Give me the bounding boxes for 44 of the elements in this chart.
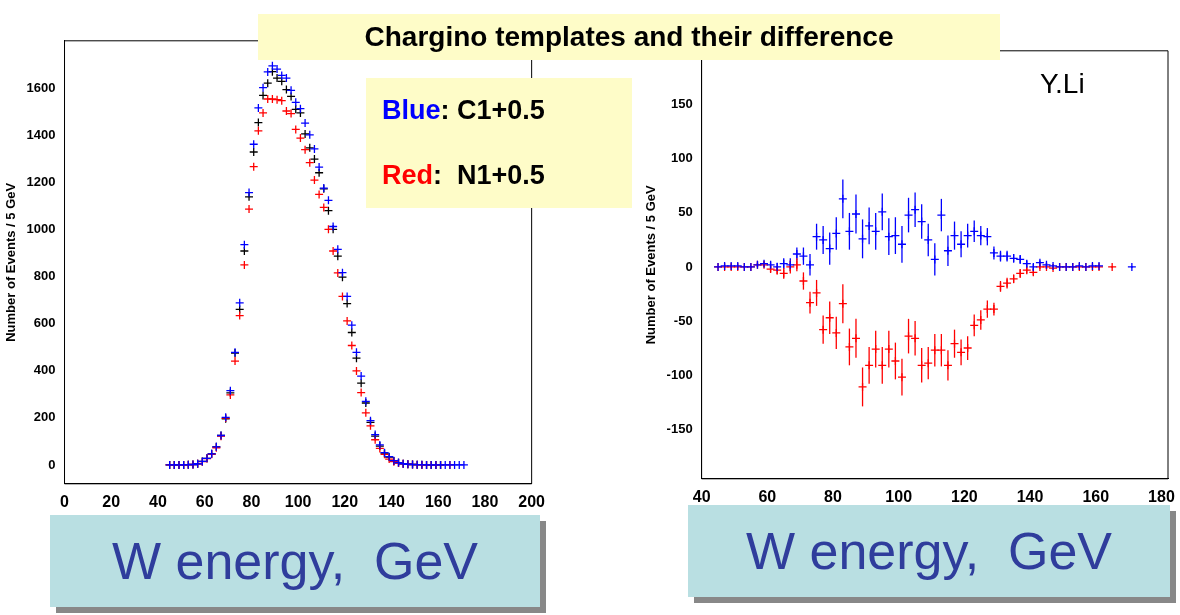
y-tick-label: 400	[33, 362, 56, 378]
y-tick-label: 600	[33, 315, 56, 331]
y-tick-label: -100	[666, 366, 693, 382]
x-tick-label: 80	[824, 487, 842, 505]
x-tick-label: 40	[692, 487, 711, 505]
x-tick-label: 80	[242, 492, 261, 510]
x-tick-label: 180	[1148, 487, 1175, 505]
x-tick-label: 20	[102, 492, 121, 510]
y-tick-label: 1400	[26, 126, 56, 142]
y-tick-label: 0	[48, 456, 56, 472]
x-tick-label: 140	[1016, 487, 1044, 505]
x-tick-label: 40	[149, 492, 167, 510]
y-tick-label: 1600	[26, 79, 56, 95]
x-tick-label: 60	[758, 487, 777, 505]
x-tick-label: 120	[331, 492, 359, 510]
x-tick-label: 140	[378, 492, 405, 510]
y-tick-label: 1200	[26, 173, 56, 189]
x-tick-label: 60	[195, 492, 214, 510]
y-axis-title: Number of Events / 5 GeV	[3, 182, 19, 342]
x-axis-title: W energy, GeV	[688, 505, 1170, 597]
annotation: Y.Li	[1040, 68, 1085, 100]
y-tick-label: 100	[670, 150, 693, 166]
annotation: Red: N1+0.5	[382, 160, 546, 191]
x-tick-label: 180	[471, 492, 499, 510]
x-axis-title: W energy, GeV	[50, 515, 540, 607]
y-tick-label: 150	[670, 96, 693, 112]
x-tick-label: 100	[885, 487, 913, 505]
x-tick-label: 200	[518, 492, 546, 510]
y-tick-label: 200	[33, 409, 56, 425]
y-tick-label: 800	[33, 268, 56, 284]
x-tick-label: 100	[284, 492, 312, 510]
y-tick-label: -150	[666, 420, 693, 436]
y-tick-label: -50	[673, 312, 693, 328]
x-tick-label: 160	[424, 492, 452, 510]
y-tick-label: 0	[685, 258, 693, 274]
y-tick-label: 1000	[26, 220, 56, 236]
y-tick-label: 50	[678, 204, 693, 220]
x-tick-label: 160	[1082, 487, 1110, 505]
annotation: Blue: C1+0.5	[382, 95, 546, 126]
x-tick-label: 120	[951, 487, 978, 505]
x-tick-label: 0	[60, 492, 70, 510]
y-axis-title: Number of Events / 5 GeV	[643, 185, 659, 345]
title-banner: Chargino templates and their difference	[258, 14, 1000, 60]
note-box: Blue: C1+0.5 Red: N1+0.5	[366, 78, 632, 208]
